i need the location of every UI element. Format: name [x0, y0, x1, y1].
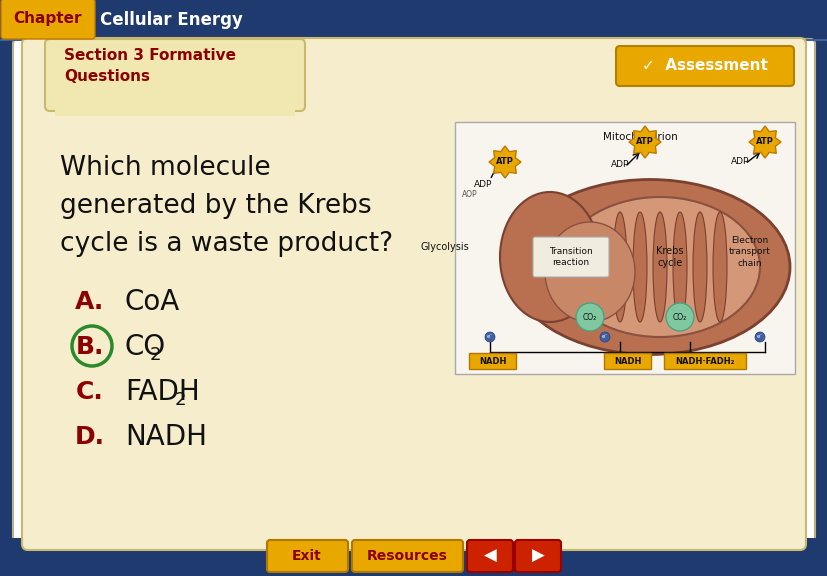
Text: NADH: NADH [613, 357, 640, 366]
Text: Section 3 Formative
Questions: Section 3 Formative Questions [64, 48, 236, 84]
Text: e⁻: e⁻ [756, 335, 762, 339]
Text: FADH: FADH [125, 378, 199, 406]
Circle shape [485, 332, 495, 342]
Text: CO₂: CO₂ [582, 313, 596, 321]
Polygon shape [748, 126, 780, 158]
Text: Transition
reaction: Transition reaction [548, 247, 592, 267]
Text: Chapter: Chapter [14, 12, 82, 26]
Text: CoA: CoA [125, 288, 180, 316]
Text: Electron
transport
chain: Electron transport chain [729, 236, 770, 268]
Ellipse shape [500, 192, 600, 322]
Text: AOP: AOP [461, 190, 477, 199]
FancyBboxPatch shape [514, 540, 561, 572]
Ellipse shape [653, 212, 667, 322]
Ellipse shape [612, 212, 626, 322]
FancyBboxPatch shape [533, 237, 609, 277]
Text: ATP: ATP [755, 138, 773, 146]
FancyBboxPatch shape [466, 540, 513, 572]
FancyBboxPatch shape [351, 540, 462, 572]
FancyBboxPatch shape [0, 0, 827, 40]
Text: Mitochondrion: Mitochondrion [602, 132, 676, 142]
Ellipse shape [509, 180, 789, 354]
Polygon shape [489, 146, 520, 178]
FancyBboxPatch shape [603, 353, 650, 369]
Ellipse shape [559, 197, 759, 337]
FancyBboxPatch shape [55, 96, 294, 116]
FancyBboxPatch shape [468, 353, 515, 369]
Text: CO: CO [125, 333, 166, 361]
Polygon shape [629, 126, 660, 158]
FancyBboxPatch shape [45, 39, 304, 111]
FancyBboxPatch shape [455, 122, 794, 374]
Text: ✓  Assessment: ✓ Assessment [641, 59, 767, 74]
Text: ADP: ADP [730, 157, 748, 166]
Text: ATP: ATP [495, 157, 514, 166]
Text: e⁻: e⁻ [601, 335, 607, 339]
FancyBboxPatch shape [0, 538, 827, 576]
Ellipse shape [712, 212, 726, 322]
Text: ADP: ADP [610, 160, 629, 169]
Text: ▶: ▶ [531, 547, 543, 565]
Text: ATP: ATP [635, 138, 653, 146]
Text: CO₂: CO₂ [672, 313, 686, 321]
Text: Exit: Exit [292, 549, 322, 563]
Text: NADH: NADH [125, 423, 207, 451]
Text: B.: B. [76, 335, 104, 359]
Circle shape [754, 332, 764, 342]
FancyBboxPatch shape [1, 0, 95, 39]
Ellipse shape [672, 212, 686, 322]
Text: Glycolysis: Glycolysis [420, 242, 469, 252]
Text: NADH: NADH [478, 357, 505, 366]
Text: Which molecule
generated by the Krebs
cycle is a waste product?: Which molecule generated by the Krebs cy… [60, 155, 393, 257]
Text: 2: 2 [150, 346, 161, 364]
FancyBboxPatch shape [13, 39, 814, 559]
FancyBboxPatch shape [22, 38, 805, 550]
Text: 2: 2 [174, 391, 186, 409]
Text: A.: A. [75, 290, 104, 314]
Text: ADP: ADP [473, 180, 491, 189]
Circle shape [665, 303, 693, 331]
Text: C.: C. [76, 380, 103, 404]
Text: ◀: ◀ [483, 547, 495, 565]
Text: NADH·FADH₂: NADH·FADH₂ [675, 357, 734, 366]
Ellipse shape [632, 212, 646, 322]
FancyBboxPatch shape [615, 46, 793, 86]
Circle shape [600, 332, 609, 342]
Circle shape [576, 303, 603, 331]
Text: Resources: Resources [366, 549, 447, 563]
FancyBboxPatch shape [266, 540, 347, 572]
Text: Krebs
cycle: Krebs cycle [656, 246, 683, 268]
Ellipse shape [692, 212, 706, 322]
Ellipse shape [544, 222, 634, 322]
Text: D.: D. [75, 425, 105, 449]
Text: e⁻: e⁻ [486, 335, 493, 339]
FancyBboxPatch shape [663, 353, 745, 369]
Text: Cellular Energy: Cellular Energy [100, 11, 242, 29]
